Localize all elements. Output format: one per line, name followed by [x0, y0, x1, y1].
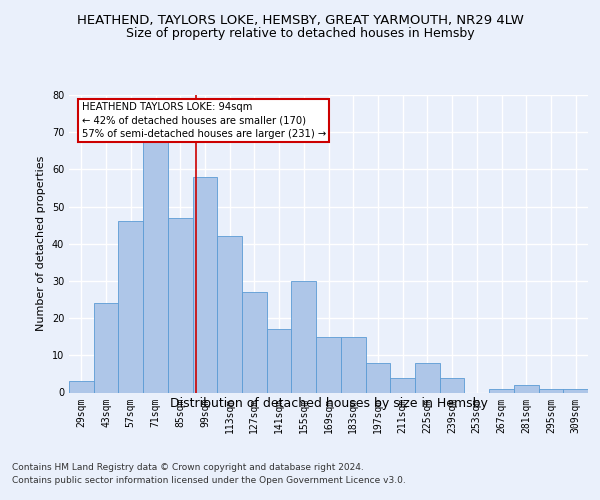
- Bar: [242, 292, 267, 392]
- Text: Contains HM Land Registry data © Crown copyright and database right 2024.: Contains HM Land Registry data © Crown c…: [12, 462, 364, 471]
- Bar: [143, 140, 168, 392]
- Bar: [94, 303, 118, 392]
- Bar: [267, 330, 292, 392]
- Bar: [292, 281, 316, 392]
- Bar: [489, 389, 514, 392]
- Bar: [193, 177, 217, 392]
- Text: HEATHEND TAYLORS LOKE: 94sqm
← 42% of detached houses are smaller (170)
57% of s: HEATHEND TAYLORS LOKE: 94sqm ← 42% of de…: [82, 102, 326, 139]
- Bar: [415, 363, 440, 392]
- Bar: [514, 385, 539, 392]
- Bar: [390, 378, 415, 392]
- Bar: [69, 382, 94, 392]
- Text: Distribution of detached houses by size in Hemsby: Distribution of detached houses by size …: [170, 398, 488, 410]
- Bar: [316, 336, 341, 392]
- Bar: [440, 378, 464, 392]
- Text: HEATHEND, TAYLORS LOKE, HEMSBY, GREAT YARMOUTH, NR29 4LW: HEATHEND, TAYLORS LOKE, HEMSBY, GREAT YA…: [77, 14, 523, 27]
- Bar: [341, 336, 365, 392]
- Bar: [365, 363, 390, 392]
- Text: Size of property relative to detached houses in Hemsby: Size of property relative to detached ho…: [125, 28, 475, 40]
- Y-axis label: Number of detached properties: Number of detached properties: [36, 156, 46, 332]
- Bar: [168, 218, 193, 392]
- Bar: [217, 236, 242, 392]
- Text: Contains public sector information licensed under the Open Government Licence v3: Contains public sector information licen…: [12, 476, 406, 485]
- Bar: [118, 222, 143, 392]
- Bar: [563, 389, 588, 392]
- Bar: [539, 389, 563, 392]
